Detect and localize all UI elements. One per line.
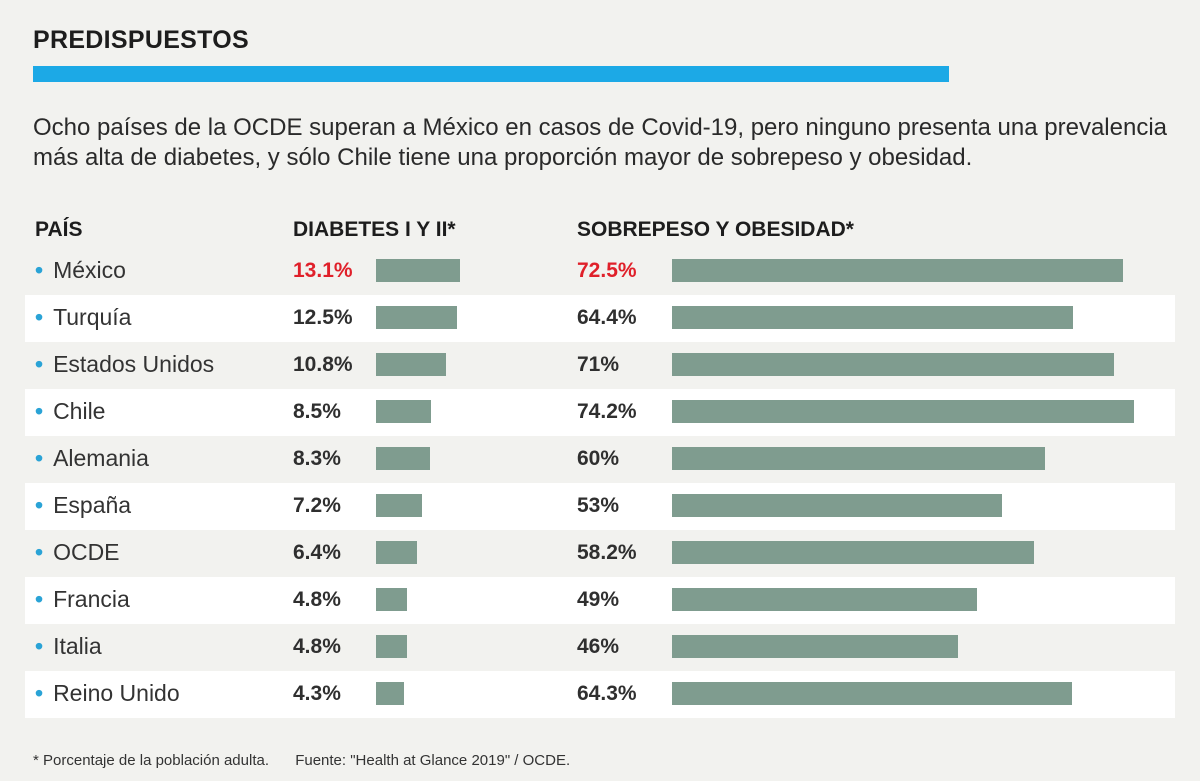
diabetes-value-label: 4.8% — [293, 588, 341, 611]
diabetes-bar — [376, 541, 418, 564]
diabetes-value-label: 7.2% — [293, 494, 341, 517]
country-name: Italia — [53, 633, 102, 659]
country-name: Chile — [53, 398, 106, 424]
overweight-value-label: 64.3% — [577, 682, 637, 705]
bullet-icon: • — [35, 492, 44, 518]
table-row: • OCDE 6.4% 58.2% — [25, 530, 1175, 577]
diabetes-bar — [376, 306, 457, 329]
bullet-icon: • — [35, 586, 44, 612]
bullet-icon: • — [35, 680, 44, 706]
diabetes-value-label: 13.1% — [293, 259, 353, 282]
diabetes-bar — [376, 588, 407, 611]
country-label: • Turquía — [35, 295, 131, 342]
table-row: • México 13.1% 72.5% — [25, 248, 1175, 295]
overweight-value-label: 58.2% — [577, 541, 637, 564]
bullet-icon: • — [35, 351, 44, 377]
table-row: • Alemania 8.3% 60% — [25, 436, 1175, 483]
overweight-value-label: 72.5% — [577, 259, 637, 282]
diabetes-value-label: 4.3% — [293, 682, 341, 705]
diabetes-bar — [376, 447, 430, 470]
overweight-value-label: 46% — [577, 635, 620, 658]
overweight-bar — [672, 588, 977, 611]
country-name: México — [53, 257, 126, 283]
overweight-value-label: 60% — [577, 447, 620, 470]
overweight-bar — [672, 635, 959, 658]
country-label: • Italia — [35, 624, 102, 671]
diabetes-value-label: 8.5% — [293, 400, 341, 423]
country-label: • España — [35, 483, 131, 530]
diabetes-bar — [376, 635, 407, 658]
header-overweight: SOBREPESO Y OBESIDAD* — [577, 218, 854, 241]
overweight-bar — [672, 306, 1073, 329]
diabetes-bar — [376, 682, 404, 705]
header-diabetes: DIABETES I Y II* — [293, 218, 456, 241]
bullet-icon: • — [35, 633, 44, 659]
diabetes-bar — [376, 259, 461, 282]
bullet-icon: • — [35, 257, 44, 283]
bullet-icon: • — [35, 445, 44, 471]
chart-title: PREDISPUESTOS — [33, 26, 249, 54]
country-name: España — [53, 492, 132, 518]
country-name: Francia — [53, 586, 130, 612]
country-label: • Chile — [35, 389, 105, 436]
overweight-bar — [672, 353, 1114, 376]
country-label: • Reino Unido — [35, 671, 180, 718]
table-row: • Turquía 12.5% 64.4% — [25, 295, 1175, 342]
country-name: OCDE — [53, 539, 120, 565]
diabetes-value-label: 6.4% — [293, 541, 341, 564]
title-accent-bar — [33, 66, 949, 82]
country-label: • OCDE — [35, 530, 120, 577]
diabetes-bar — [376, 400, 431, 423]
country-label: • Estados Unidos — [35, 342, 214, 389]
table-row: • Estados Unidos 10.8% 71% — [25, 342, 1175, 389]
overweight-value-label: 53% — [577, 494, 620, 517]
overweight-value-label: 64.4% — [577, 306, 637, 329]
table-row: • Reino Unido 4.3% 64.3% — [25, 671, 1175, 718]
overweight-bar — [672, 494, 1002, 517]
diabetes-value-label: 4.8% — [293, 635, 341, 658]
table-row: • Chile 8.5% 74.2% — [25, 389, 1175, 436]
bullet-icon: • — [35, 398, 44, 424]
country-name: Alemania — [53, 445, 149, 471]
diabetes-value-label: 8.3% — [293, 447, 341, 470]
table-row: • Francia 4.8% 49% — [25, 577, 1175, 624]
header-country: PAÍS — [35, 218, 83, 241]
diabetes-bar — [376, 353, 446, 376]
diabetes-value-label: 12.5% — [293, 306, 353, 329]
overweight-bar — [672, 682, 1072, 705]
overweight-value-label: 74.2% — [577, 400, 637, 423]
table-row: • España 7.2% 53% — [25, 483, 1175, 530]
country-name: Reino Unido — [53, 680, 180, 706]
country-name: Estados Unidos — [53, 351, 215, 377]
overweight-bar — [672, 259, 1123, 282]
overweight-value-label: 49% — [577, 588, 620, 611]
chart-rows: • México 13.1% 72.5% • Turquía 12.5% 64.4% • Esta… — [25, 248, 1175, 718]
overweight-bar — [672, 541, 1034, 564]
country-label: • Francia — [35, 577, 130, 624]
diabetes-bar — [376, 494, 423, 517]
bullet-icon: • — [35, 304, 44, 330]
footnote-source: Fuente: "Health at Glance 2019" / OCDE. — [295, 752, 571, 769]
country-name: Turquía — [53, 304, 132, 330]
table-row: • Italia 4.8% 46% — [25, 624, 1175, 671]
diabetes-value-label: 10.8% — [293, 353, 353, 376]
overweight-bar — [672, 400, 1134, 423]
intro-text: Ocho países de la OCDE superan a México … — [33, 114, 1168, 171]
overweight-bar — [672, 447, 1046, 470]
country-label: • Alemania — [35, 436, 149, 483]
footnote: * Porcentaje de la población adulta. Fue… — [33, 752, 570, 769]
overweight-value-label: 71% — [577, 353, 620, 376]
country-label: • México — [35, 248, 126, 295]
bullet-icon: • — [35, 539, 44, 565]
footnote-note: * Porcentaje de la población adulta. — [33, 752, 270, 769]
